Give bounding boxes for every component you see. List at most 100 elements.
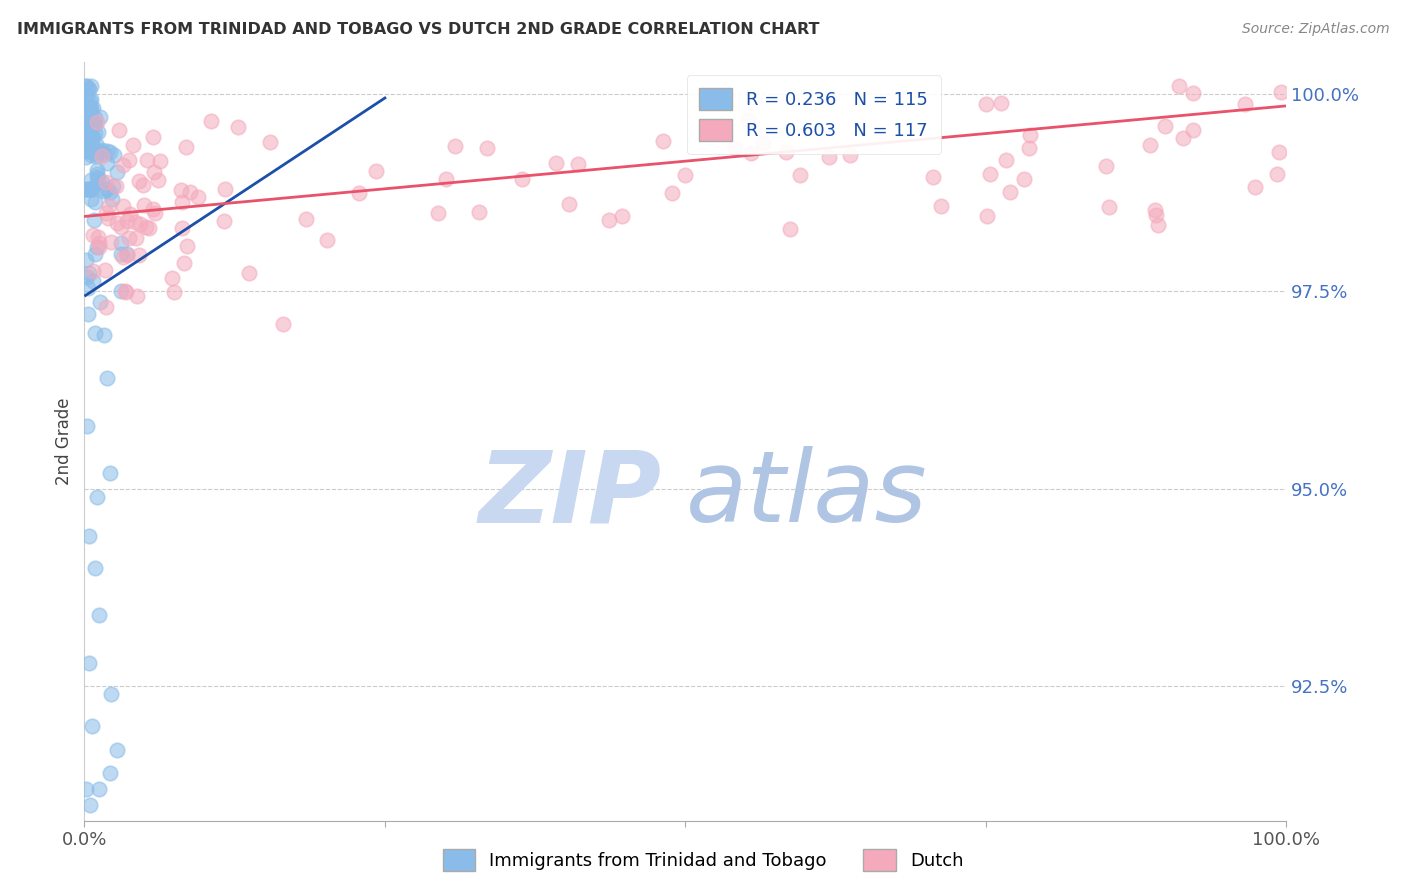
Point — [558, 197, 581, 211]
Point — [84, 326, 107, 340]
Point — [128, 174, 150, 188]
Point — [97, 211, 120, 226]
Point — [125, 289, 148, 303]
Point — [1182, 123, 1205, 137]
Point — [86, 171, 108, 186]
Point — [1146, 218, 1168, 232]
Point — [77, 656, 100, 670]
Text: atlas: atlas — [686, 446, 927, 543]
Point — [214, 181, 236, 195]
Point — [111, 158, 134, 172]
Point — [86, 147, 108, 161]
Point — [86, 115, 108, 129]
Point — [673, 168, 696, 182]
Point — [110, 284, 132, 298]
Point — [79, 102, 101, 116]
Point — [105, 179, 128, 194]
Point — [83, 213, 105, 227]
Point — [91, 149, 114, 163]
Point — [103, 148, 125, 162]
Point — [238, 266, 260, 280]
Point — [75, 122, 97, 136]
Point — [84, 126, 107, 140]
Point — [82, 141, 104, 155]
Point — [79, 143, 101, 157]
Point — [79, 113, 101, 128]
Point — [80, 182, 103, 196]
Point — [1173, 130, 1195, 145]
Point — [737, 113, 759, 128]
Point — [86, 169, 108, 184]
Point — [75, 112, 97, 126]
Point — [83, 561, 105, 575]
Point — [93, 185, 115, 199]
Point — [132, 178, 155, 192]
Point — [110, 219, 132, 234]
Point — [79, 529, 101, 543]
Point — [125, 231, 148, 245]
Point — [83, 117, 105, 131]
Point — [921, 170, 943, 185]
Point — [118, 231, 141, 245]
Point — [110, 246, 132, 260]
Point — [76, 418, 98, 433]
Point — [612, 209, 634, 223]
Point — [136, 153, 159, 167]
Point — [89, 240, 111, 254]
Point — [86, 168, 108, 182]
Point — [1244, 180, 1267, 194]
Point — [84, 111, 107, 125]
Point — [75, 782, 97, 797]
Point — [444, 139, 467, 153]
Point — [98, 145, 121, 160]
Point — [115, 248, 138, 262]
Point — [75, 126, 97, 140]
Point — [1143, 203, 1166, 218]
Point — [82, 101, 104, 115]
Point — [96, 156, 118, 170]
Point — [1270, 86, 1292, 100]
Point — [1154, 120, 1177, 134]
Point — [76, 116, 98, 130]
Point — [77, 135, 100, 149]
Point — [128, 248, 150, 262]
Point — [79, 99, 101, 113]
Point — [80, 132, 103, 146]
Point — [132, 198, 155, 212]
Point — [1098, 200, 1121, 214]
Point — [789, 168, 811, 182]
Point — [76, 270, 98, 285]
Point — [176, 239, 198, 253]
Point — [77, 112, 100, 126]
Point — [77, 101, 100, 115]
Point — [118, 207, 141, 221]
Point — [79, 92, 101, 106]
Point — [77, 266, 100, 280]
Point — [544, 155, 567, 169]
Point — [75, 107, 97, 121]
Point — [174, 140, 197, 154]
Point — [89, 110, 111, 124]
Point — [87, 125, 110, 139]
Point — [79, 144, 101, 158]
Point — [82, 263, 104, 277]
Point — [366, 164, 388, 178]
Point — [115, 246, 138, 260]
Point — [751, 136, 773, 150]
Point — [75, 252, 97, 267]
Point — [87, 608, 110, 623]
Point — [94, 263, 117, 277]
Point — [122, 138, 145, 153]
Point — [114, 285, 136, 299]
Point — [91, 147, 114, 161]
Point — [149, 154, 172, 169]
Point — [187, 190, 209, 204]
Point — [128, 217, 150, 231]
Point — [90, 144, 112, 158]
Point — [512, 172, 534, 186]
Point — [818, 150, 841, 164]
Legend: Immigrants from Trinidad and Tobago, Dutch: Immigrants from Trinidad and Tobago, Dut… — [436, 842, 970, 879]
Point — [434, 172, 457, 186]
Point — [118, 153, 141, 168]
Point — [77, 112, 100, 126]
